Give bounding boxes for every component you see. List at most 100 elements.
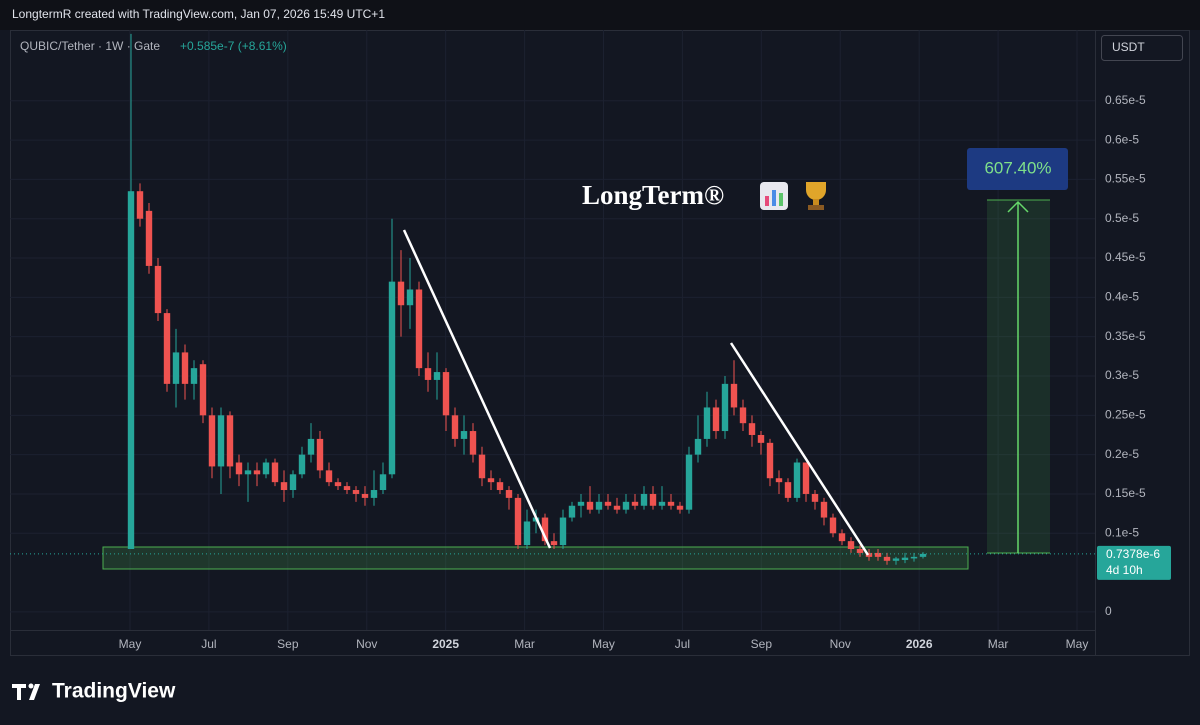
support-zone	[102, 546, 969, 570]
x-tick-label: Jul	[201, 637, 216, 651]
x-tick-label: Jul	[675, 637, 690, 651]
candle-body	[226, 415, 234, 467]
measure-arrowhead	[1007, 200, 1029, 213]
currency-box[interactable]	[1101, 35, 1183, 61]
y-tick-label: 0.35e-5	[1105, 329, 1146, 343]
candle-body	[523, 521, 531, 546]
y-tick-label: 0.25e-5	[1105, 407, 1146, 421]
x-tick-label: Mar	[514, 637, 535, 651]
candle-body	[793, 462, 801, 498]
candle-body	[775, 478, 783, 483]
x-tick-label: 2026	[906, 637, 933, 651]
y-tick-label: 0.1e-5	[1105, 525, 1139, 539]
candle-body	[847, 541, 855, 550]
candle-body	[316, 438, 324, 471]
candle-body	[730, 383, 738, 408]
candle-body	[667, 501, 675, 506]
candle-body	[514, 497, 522, 546]
x-tick-label: Nov	[356, 637, 377, 651]
candle-body	[811, 493, 819, 502]
candle-body	[874, 552, 882, 557]
y-tick-label: 0.6e-5	[1105, 132, 1139, 146]
candle-body	[379, 474, 387, 491]
candle-body	[766, 442, 774, 479]
brand-logo	[12, 683, 40, 700]
candle-body	[190, 368, 198, 384]
trophy-icon	[806, 182, 826, 210]
candle-body	[631, 501, 639, 506]
candle-body	[136, 191, 144, 219]
candle-body	[406, 289, 414, 306]
y-tick-label: 0.2e-5	[1105, 447, 1139, 461]
candle-body	[388, 281, 396, 475]
header: LongtermR created with TradingView.com, …	[12, 7, 385, 21]
candle-body	[163, 313, 171, 384]
candle-body	[235, 462, 243, 475]
candle-body	[460, 431, 468, 439]
candle-body	[892, 558, 900, 561]
candle-body	[568, 505, 576, 518]
candle-body	[469, 431, 477, 455]
candle-body	[901, 557, 909, 561]
candle-body	[856, 549, 864, 553]
candle-body	[748, 423, 756, 435]
candle-body	[559, 517, 567, 546]
candle-body	[685, 454, 693, 510]
watermark: LongTerm®	[582, 180, 724, 210]
candle-body	[478, 454, 486, 479]
candle-body	[424, 368, 432, 380]
candles	[10, 33, 1095, 565]
candle-body	[370, 490, 378, 498]
countdown: 4d 10h	[1106, 563, 1143, 577]
x-tick-label: Nov	[830, 637, 851, 651]
trend-line	[729, 342, 870, 556]
candle-body	[208, 415, 216, 467]
candle-body	[712, 407, 720, 432]
candle-body	[217, 415, 225, 467]
x-tick-label: May	[1066, 637, 1089, 651]
candle-body	[550, 541, 558, 546]
candle-body	[865, 552, 873, 557]
candle-body	[757, 434, 765, 443]
candle-body	[415, 289, 423, 369]
candle-body	[496, 482, 504, 491]
candle-body	[613, 505, 621, 510]
y-tick-label: 0.55e-5	[1105, 172, 1146, 186]
candle-body	[505, 490, 513, 498]
x-tick-label: May	[592, 637, 615, 651]
candle-body	[145, 210, 153, 266]
candle-body	[334, 482, 342, 487]
candle-body	[739, 407, 747, 424]
y-tick-label: 0.65e-5	[1105, 93, 1146, 107]
candle-body	[199, 364, 207, 416]
brand: TradingView	[52, 680, 176, 703]
candle-body	[658, 501, 666, 506]
x-tick-label: Mar	[988, 637, 1009, 651]
candle-body	[784, 482, 792, 498]
candle-body	[271, 462, 279, 483]
candle-body	[154, 265, 162, 314]
candle-body	[361, 493, 369, 498]
candle-body	[676, 505, 684, 510]
y-tick-label: 0.4e-5	[1105, 290, 1139, 304]
currency[interactable]: USDT	[1112, 40, 1145, 54]
candle-body	[820, 501, 828, 518]
header-bar	[0, 0, 1200, 30]
candle-body	[253, 470, 261, 475]
candle-body	[919, 553, 927, 557]
last-price-label: 0.7378e-6	[1106, 547, 1160, 561]
candle-body	[172, 352, 180, 384]
candle-body	[577, 501, 585, 506]
x-tick-label: Sep	[277, 637, 299, 651]
candle-body	[910, 556, 918, 559]
candle-body	[262, 462, 270, 475]
candle-body	[595, 501, 603, 510]
y-tick-label: 0.15e-5	[1105, 486, 1146, 500]
candle-body	[280, 482, 288, 491]
candle-body	[451, 415, 459, 439]
candle-body	[829, 517, 837, 534]
y-tick-label: 0.3e-5	[1105, 368, 1139, 382]
axes: 0 0.1e-5 0.15e-5 0.2e-5 0.25e-5 0.3e-5 0.35e-5…	[119, 93, 1171, 651]
